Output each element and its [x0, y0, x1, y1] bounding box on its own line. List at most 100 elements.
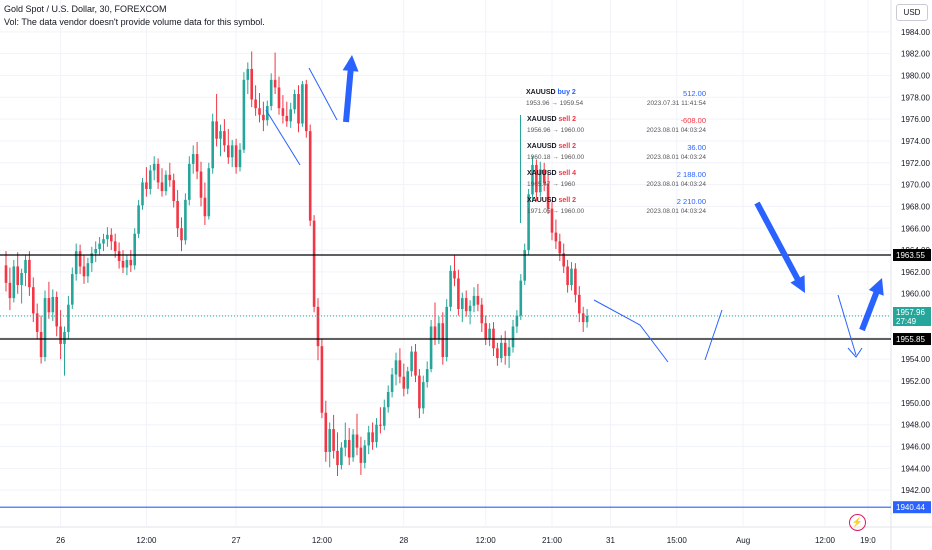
- candle-body: [165, 175, 168, 191]
- candle-body: [235, 145, 238, 167]
- candle-body: [465, 298, 468, 311]
- candle-body: [332, 429, 335, 451]
- candle-body: [399, 360, 402, 376]
- trade-profit: 2 210.00: [677, 197, 706, 206]
- y-tick-label: 1960.00: [901, 290, 930, 299]
- x-tick-label: 19:0: [860, 536, 876, 545]
- candle-body: [59, 326, 62, 343]
- candle-body: [270, 80, 273, 106]
- candle-body: [161, 182, 164, 191]
- candle-body: [231, 145, 234, 157]
- trade-time: 2023.08.01 04:03:24: [646, 181, 706, 188]
- candle-body: [184, 200, 187, 240]
- y-tick-label: 1976.00: [901, 115, 930, 124]
- candle-body: [297, 94, 300, 123]
- candle-body: [118, 251, 121, 261]
- trade-time: 2023.08.01 04:03:24: [646, 208, 706, 215]
- candle-body: [414, 352, 417, 376]
- volume-note: Vol: The data vendor doesn't provide vol…: [4, 17, 265, 27]
- candle-body: [469, 306, 472, 311]
- trade-profit: 2 188.00: [677, 170, 706, 179]
- x-tick-label: 31: [606, 536, 615, 545]
- candle-body: [278, 87, 281, 108]
- current-price-label: 1957.96: [896, 308, 925, 317]
- candle-body: [348, 440, 351, 457]
- candle-body: [40, 332, 43, 357]
- candle-body: [356, 435, 359, 448]
- candle-body: [360, 448, 363, 463]
- trade-side: sell 2: [559, 143, 577, 150]
- y-tick-label: 1942.00: [901, 486, 930, 495]
- candle-body: [340, 448, 343, 465]
- candle-body: [434, 326, 437, 338]
- candle-body: [293, 94, 296, 109]
- candle-body: [305, 84, 308, 131]
- y-tick-label: 1952.00: [901, 377, 930, 386]
- candle-body: [457, 278, 460, 309]
- trade-side: sell 4: [559, 170, 577, 177]
- candle-body: [94, 249, 97, 253]
- trade-row: XAUUSD buy 2 1953.96 → 1959.54 512.00 2023.…: [520, 88, 720, 115]
- candle-body: [559, 241, 562, 253]
- candle-body: [254, 99, 257, 108]
- lightning-icon[interactable]: ⚡: [849, 514, 866, 531]
- candle-body: [5, 265, 8, 282]
- y-tick-label: 1974.00: [901, 137, 930, 146]
- candle-body: [473, 296, 476, 306]
- candle-body: [406, 371, 409, 388]
- currency-button[interactable]: USD: [896, 4, 928, 21]
- x-tick-label: 12:00: [136, 536, 157, 545]
- candle-body: [71, 274, 74, 305]
- candle-body: [321, 346, 324, 413]
- candle-body: [289, 109, 292, 121]
- candle-body: [223, 131, 226, 145]
- candle-body: [55, 297, 58, 326]
- x-tick-label: 12:00: [476, 536, 497, 545]
- chart-title: Gold Spot / U.S. Dollar, 30, FOREXCOM: [4, 4, 167, 14]
- candle-body: [445, 307, 448, 357]
- candle-body: [566, 266, 569, 285]
- y-tick-label: 1944.00: [901, 464, 930, 473]
- y-tick-label: 1982.00: [901, 50, 930, 59]
- y-tick-label: 1966.00: [901, 224, 930, 233]
- y-tick-label: 1984.00: [901, 28, 930, 37]
- candle-body: [196, 154, 199, 171]
- candle-body: [313, 221, 316, 307]
- candle-body: [352, 435, 355, 458]
- y-tick-label: 1948.00: [901, 421, 930, 430]
- trade-route: 1953.96 → 1959.54: [526, 100, 583, 107]
- candle-body: [508, 347, 511, 356]
- y-tick-label: 1968.00: [901, 202, 930, 211]
- x-tick-label: 28: [399, 536, 408, 545]
- candle-body: [83, 266, 86, 276]
- candle-body: [172, 180, 175, 201]
- candle-body: [145, 182, 148, 189]
- candle-body: [239, 150, 242, 167]
- candle-body: [364, 445, 367, 462]
- candle-body: [403, 377, 406, 389]
- x-tick-label: Aug: [736, 536, 750, 545]
- candle-body: [28, 260, 31, 287]
- y-tick-label: 1954.00: [901, 355, 930, 364]
- candle-body: [586, 316, 589, 322]
- candle-body: [328, 429, 331, 452]
- candle-body: [500, 343, 503, 358]
- trade-symbol: XAUUSD sell 2: [527, 116, 576, 123]
- y-tick-label: 1970.00: [901, 181, 930, 190]
- candle-body: [153, 164, 156, 171]
- y-tick-label: 1946.00: [901, 443, 930, 452]
- y-tick-label: 1972.00: [901, 159, 930, 168]
- trade-symbol: XAUUSD sell 2: [527, 143, 576, 150]
- trade-row: XAUUSD sell 2 1971.05 → 1960.00 2 210.00 20…: [520, 196, 720, 223]
- trade-profit: 36.00: [687, 143, 706, 152]
- candle-body: [274, 80, 277, 88]
- candle-body: [430, 326, 433, 369]
- candle-body: [282, 108, 285, 116]
- trade-symbol: XAUUSD buy 2: [526, 89, 576, 96]
- x-tick-label: 21:00: [542, 536, 563, 545]
- x-tick-label: 12:00: [312, 536, 333, 545]
- candle-body: [106, 235, 109, 239]
- trade-symbol: XAUUSD sell 2: [527, 197, 576, 204]
- candle-body: [325, 413, 328, 452]
